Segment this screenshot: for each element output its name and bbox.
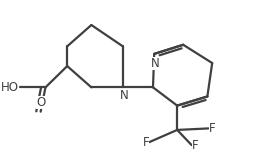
Text: F: F bbox=[192, 139, 198, 152]
Text: F: F bbox=[143, 136, 149, 149]
Text: N: N bbox=[151, 57, 160, 70]
Text: O: O bbox=[36, 96, 45, 109]
Text: N: N bbox=[120, 89, 128, 102]
Text: HO: HO bbox=[1, 81, 19, 94]
Text: F: F bbox=[209, 122, 215, 135]
